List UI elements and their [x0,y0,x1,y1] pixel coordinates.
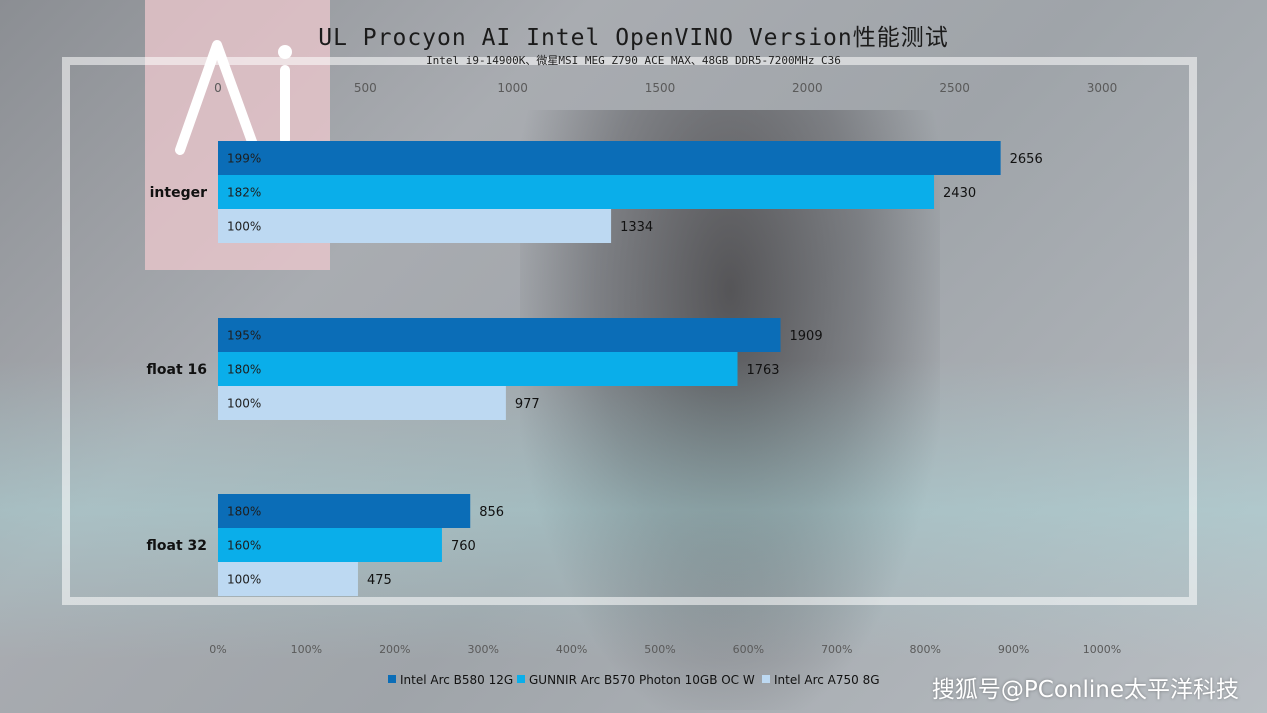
background-frame [62,57,1197,605]
category-label: float 32 [147,538,208,554]
bar-value-label: 475 [367,573,392,588]
bottom-axis-tick: 900% [998,643,1029,656]
bar [218,494,471,528]
top-axis-tick: 1000 [497,81,528,95]
bar-percent-label: 182% [227,186,261,200]
bar-percent-label: 180% [227,505,261,519]
bar [218,352,738,386]
bar-percent-label: 199% [227,152,261,166]
bar-value-label: 1909 [790,329,823,344]
top-axis-tick: 1500 [645,81,676,95]
top-axis-tick: 3000 [1087,81,1118,95]
bottom-axis-tick: 100% [291,643,322,656]
legend-swatch [762,675,770,683]
bar [218,318,781,352]
category-label: integer [150,185,207,201]
bottom-axis-tick: 700% [821,643,852,656]
bottom-axis-tick: 600% [733,643,764,656]
bar-percent-label: 100% [227,573,261,587]
category-label: float 16 [147,362,208,378]
legend-label: Intel Arc B580 12G [400,673,513,687]
bottom-axis-tick: 200% [379,643,410,656]
bar [218,209,612,243]
bar-percent-label: 180% [227,363,261,377]
bottom-axis-tick: 300% [467,643,498,656]
bar-value-label: 2430 [943,186,976,201]
top-axis-tick: 0 [214,81,222,95]
bar-percent-label: 100% [227,220,261,234]
legend-swatch [388,675,396,683]
bar-value-label: 856 [479,505,504,520]
bar [218,175,935,209]
bar [218,386,506,420]
bottom-axis-tick: 400% [556,643,587,656]
bottom-axis-tick: 800% [909,643,940,656]
legend-label: Intel Arc A750 8G [774,673,880,687]
legend-swatch [517,675,525,683]
bar-value-label: 977 [515,397,540,412]
bar-percent-label: 100% [227,397,261,411]
bottom-axis-tick: 1000% [1083,643,1121,656]
bottom-axis-tick: 500% [644,643,675,656]
bar [218,141,1001,175]
bar-value-label: 1334 [620,220,653,235]
bar-percent-label: 160% [227,539,261,553]
bottom-axis-tick: 0% [209,643,226,656]
top-axis-tick: 2000 [792,81,823,95]
bar-value-label: 760 [451,539,476,554]
watermark: 搜狐号@PConline太平洋科技 [931,677,1239,703]
legend-label: GUNNIR Arc B570 Photon 10GB OC W [529,673,755,687]
background-wave [0,360,1267,660]
bar [218,528,442,562]
chart-subtitle: Intel i9-14900K、微星MSI MEG Z790 ACE MAX、4… [426,54,841,67]
bar-value-label: 2656 [1010,152,1043,167]
bar [218,562,358,596]
chart-title: UL Procyon AI Intel OpenVINO Version性能测试 [318,25,949,51]
bar-percent-label: 195% [227,329,261,343]
bar-value-label: 1763 [746,363,779,378]
top-axis-tick: 500 [354,81,377,95]
top-axis-tick: 2500 [939,81,970,95]
